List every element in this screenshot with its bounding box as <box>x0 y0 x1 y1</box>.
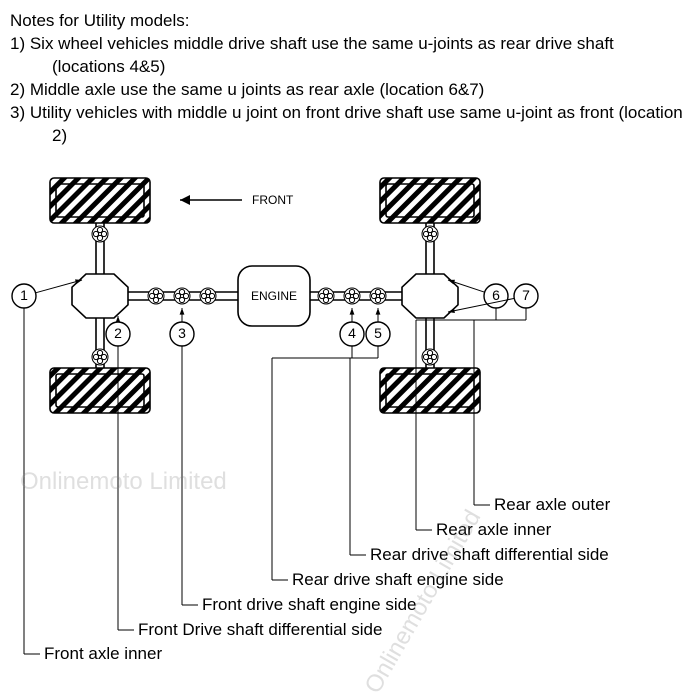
note-2: 2) Middle axle use the same u joints as … <box>10 79 690 102</box>
note-1: 1) Six wheel vehicles middle drive shaft… <box>10 33 690 79</box>
svg-text:Rear drive shaft engine side: Rear drive shaft engine side <box>292 570 504 589</box>
drivetrain-diagram: ENGINE FRONT 1 Front axle inner 2 Front Drive… <box>10 158 690 678</box>
svg-text:4: 4 <box>348 325 356 341</box>
svg-text:7: 7 <box>522 287 530 303</box>
notes-block: Notes for Utility models: 1) Six wheel v… <box>10 10 690 148</box>
svg-text:Rear axle inner: Rear axle inner <box>436 520 552 539</box>
svg-text:FRONT: FRONT <box>252 193 294 207</box>
svg-text:6: 6 <box>492 287 500 303</box>
svg-text:Front Drive shaft differential: Front Drive shaft differential side <box>138 620 382 639</box>
note-3: 3) Utility vehicles with middle u joint … <box>10 102 690 148</box>
notes-title: Notes for Utility models: <box>10 10 690 33</box>
svg-text:2: 2 <box>114 325 122 341</box>
svg-text:1: 1 <box>20 287 28 303</box>
svg-text:ENGINE: ENGINE <box>251 289 297 303</box>
svg-text:Rear drive shaft differential: Rear drive shaft differential side <box>370 545 609 564</box>
svg-text:3: 3 <box>178 325 186 341</box>
svg-text:Front drive shaft engine side: Front drive shaft engine side <box>202 595 417 614</box>
svg-text:5: 5 <box>374 325 382 341</box>
svg-text:Front axle inner: Front axle inner <box>44 644 162 663</box>
svg-text:Rear axle outer: Rear axle outer <box>494 495 611 514</box>
